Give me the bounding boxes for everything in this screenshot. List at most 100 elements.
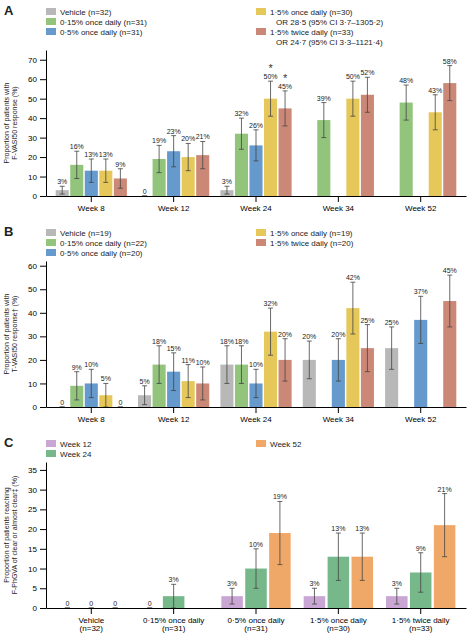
legend: Vehicle (n=32)0·15% once daily (n=31)0·5… bbox=[46, 8, 384, 47]
error-bar bbox=[103, 383, 108, 407]
error-bar bbox=[442, 494, 447, 557]
error-bar bbox=[365, 77, 370, 112]
error-bar bbox=[89, 608, 94, 609]
data-label: 19% bbox=[273, 493, 287, 500]
y-axis-title: Proportion of patients reachingF-PhGVA o… bbox=[3, 476, 19, 595]
error-bar bbox=[74, 151, 79, 178]
error-bar bbox=[268, 308, 273, 355]
y-tick-label: 0 bbox=[33, 604, 38, 613]
x-tick-mark bbox=[338, 407, 339, 413]
x-tick: Week 34 bbox=[323, 407, 355, 424]
x-tick: 1·5% once daily(n=30) bbox=[310, 608, 367, 633]
legend-label: Week 52 bbox=[270, 440, 302, 449]
x-tick-label: 1·5% once daily(n=30) bbox=[310, 616, 367, 634]
x-tick-mark bbox=[420, 196, 421, 202]
x-tick-mark bbox=[173, 407, 174, 413]
error-bar bbox=[283, 339, 288, 381]
data-label: 13% bbox=[355, 525, 369, 532]
data-label: 9% bbox=[115, 161, 125, 168]
panel: BVehicle (n=19)0·15% once daily (n=22)0·… bbox=[3, 224, 467, 424]
error-bar bbox=[336, 339, 341, 381]
y-tick: 25 bbox=[28, 505, 46, 514]
data-label: 9% bbox=[416, 545, 426, 552]
data-label: 58% bbox=[443, 58, 457, 65]
legend-item: 0·15% once daily (n=31) bbox=[46, 18, 147, 27]
error-bar bbox=[394, 588, 399, 604]
error-bar bbox=[224, 346, 229, 384]
panel: CWeek 12Week 24Week 52003%3%3%03%10%13%9… bbox=[3, 435, 467, 633]
error-bar bbox=[230, 588, 235, 604]
x-axis: Vehicle(n=32)0·15% once daily(n=31)0·5% … bbox=[47, 608, 467, 633]
x-tick-mark bbox=[420, 608, 421, 614]
marks bbox=[56, 66, 457, 196]
legend-swatch bbox=[46, 18, 56, 25]
data-label: 13% bbox=[84, 151, 98, 158]
marks bbox=[60, 275, 457, 407]
y-tick-label: 25 bbox=[28, 505, 37, 514]
x-axis: Week 8Week 12Week 24Week 34Week 52 bbox=[47, 196, 467, 213]
error-bar bbox=[118, 407, 123, 408]
y-tick-mark bbox=[40, 407, 46, 408]
x-tick-label-line: 1·5% twice daily bbox=[392, 616, 450, 625]
y-axis-line bbox=[46, 262, 47, 408]
x-tick-mark bbox=[338, 608, 339, 614]
data-label: 23% bbox=[167, 128, 181, 135]
error-bar bbox=[186, 143, 191, 170]
error-bar bbox=[360, 533, 365, 580]
y-tick-label: 30 bbox=[28, 134, 37, 143]
error-bar bbox=[418, 296, 423, 343]
data-label: 37% bbox=[414, 288, 428, 295]
bar bbox=[104, 608, 126, 609]
y-tick-label: 40 bbox=[28, 114, 37, 123]
error-bar bbox=[89, 159, 94, 182]
data-labels: 3%03%16%19%32%39%48%13%23%26%13%20%50%50… bbox=[57, 58, 457, 195]
y-tick-label: 20 bbox=[28, 356, 37, 365]
y-tick-mark bbox=[40, 289, 46, 290]
error-bar bbox=[433, 95, 438, 130]
data-label: 0 bbox=[148, 600, 152, 607]
y-tick-mark bbox=[40, 177, 46, 178]
error-bar bbox=[157, 145, 162, 172]
x-tick-label-line: 0·15% once daily bbox=[143, 616, 204, 625]
x-tick-label-line: Week 24 bbox=[240, 415, 272, 424]
legend-item: OR 24·7 (95% CI 3·3–1121·4) bbox=[276, 38, 383, 47]
legend-item: 1·5% once daily (n=19) bbox=[256, 229, 353, 238]
x-tick-label: 0·5% once daily(n=31) bbox=[228, 616, 285, 634]
x-tick-label: Week 8 bbox=[78, 415, 106, 424]
x-tick-label: Week 34 bbox=[323, 415, 355, 424]
data-label: 16% bbox=[70, 143, 84, 150]
x-tick-label-line: 0·5% once daily bbox=[228, 616, 285, 625]
error-bar bbox=[171, 136, 176, 167]
error-bar bbox=[157, 346, 162, 384]
data-label: 25% bbox=[360, 317, 374, 324]
marks bbox=[65, 494, 455, 608]
x-tick: 1·5% twice daily(n=33) bbox=[392, 608, 450, 633]
y-tick-mark bbox=[40, 608, 46, 609]
y-tick: 10 bbox=[28, 565, 46, 574]
y-tick-mark bbox=[40, 509, 46, 510]
plot-area: 05%18%20%25%9%18%18%10%15%10%20%37%5%11%… bbox=[28, 262, 466, 424]
x-tick: Week 24 bbox=[240, 196, 272, 213]
error-bar bbox=[171, 584, 176, 608]
y-tick-mark bbox=[40, 196, 46, 197]
y-tick-mark bbox=[40, 490, 46, 491]
y-tick-mark bbox=[40, 138, 46, 139]
data-label: 0 bbox=[118, 399, 122, 406]
x-tick-label-line: 1·5% once daily bbox=[310, 616, 367, 625]
y-tick: 50 bbox=[28, 285, 46, 294]
error-bar bbox=[171, 353, 176, 391]
data-label: 50% bbox=[346, 73, 360, 80]
y-tick-mark bbox=[40, 470, 46, 471]
x-tick-label: Week 52 bbox=[405, 204, 437, 213]
y-tick-label: 50 bbox=[28, 95, 37, 104]
y-axis-title: Proportion of patients withF-VASI50 resp… bbox=[3, 82, 19, 163]
error-bar bbox=[118, 169, 123, 188]
x-tick-mark bbox=[256, 196, 257, 202]
y-tick: 60 bbox=[28, 75, 46, 84]
data-label: 42% bbox=[346, 274, 360, 281]
error-bar bbox=[200, 367, 205, 400]
chart-svg: AVehicle (n=32)0·15% once daily (n=31)0·… bbox=[0, 0, 474, 642]
data-label: 26% bbox=[249, 122, 263, 129]
y-tick: 40 bbox=[28, 309, 46, 318]
y-tick-label: 20 bbox=[28, 153, 37, 162]
